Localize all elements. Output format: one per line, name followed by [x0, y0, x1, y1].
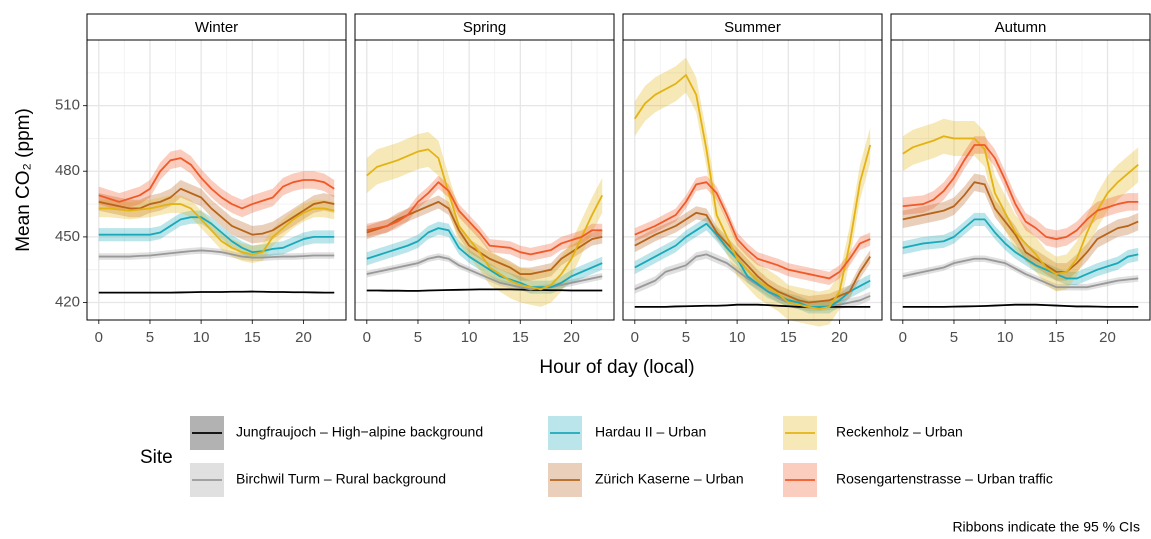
ci-ribbon: [98, 149, 335, 218]
x-tick-label: 5: [146, 329, 154, 346]
series-line: [98, 187, 335, 236]
x-tick-label: 20: [295, 329, 312, 346]
y-axis-title: Mean CO₂ (ppm): [13, 108, 34, 252]
y-tick-label: 420: [55, 293, 80, 310]
ci-ribbon: [366, 253, 603, 293]
legend-label: Rosengartenstrasse – Urban traffic: [836, 471, 1053, 487]
legend-label: Zürich Kaserne – Urban: [595, 471, 744, 487]
panel-border: [354, 39, 615, 321]
x-tick-label: 10: [729, 329, 746, 346]
x-tick-label: 0: [899, 329, 907, 346]
series-line: [366, 255, 603, 291]
x-tick-label: 5: [414, 329, 422, 346]
series-line: [902, 218, 1139, 280]
panel-border: [622, 39, 883, 321]
legend-title: Site: [140, 447, 173, 468]
strip: [890, 13, 1151, 41]
legend-label: Reckenholz – Urban: [836, 424, 963, 440]
legend-label: Birchwil Turm – Rural background: [236, 471, 446, 487]
x-tick-label: 15: [512, 329, 529, 346]
legend-label: Hardau II – Urban: [595, 424, 706, 440]
series-line: [902, 181, 1139, 273]
x-tick-label: 5: [682, 329, 690, 346]
series-line: [366, 148, 604, 291]
x-tick-label: 10: [461, 329, 478, 346]
x-axis-title: Hour of day (local): [539, 357, 694, 378]
x-tick-label: 15: [780, 329, 797, 346]
series-line: [366, 181, 603, 256]
strip: [86, 13, 347, 41]
x-tick-label: 20: [831, 329, 848, 346]
series-line: [98, 290, 335, 294]
series-line: [366, 227, 603, 289]
ci-ribbon: [902, 118, 1139, 292]
y-tick-label: 510: [55, 97, 80, 114]
x-tick-label: 0: [631, 329, 639, 346]
facet-title: Summer: [724, 19, 781, 36]
series-line: [98, 203, 335, 256]
strip: [354, 13, 615, 41]
x-tick-label: 20: [1099, 329, 1116, 346]
x-tick-label: 5: [950, 329, 958, 346]
y-tick-label: 450: [55, 228, 80, 245]
x-tick-label: 10: [193, 329, 210, 346]
x-tick-label: 15: [1048, 329, 1065, 346]
series-line: [634, 303, 871, 308]
legend-label: Jungfraujoch – High−alpine background: [236, 424, 483, 440]
series-line: [366, 288, 603, 292]
series-line: [634, 74, 872, 310]
y-tick-label: 480: [55, 162, 80, 179]
facet-title: Spring: [463, 19, 506, 36]
panel-border: [86, 39, 347, 321]
x-tick-label: 10: [997, 329, 1014, 346]
x-tick-label: 15: [244, 329, 261, 346]
panel-border: [890, 39, 1151, 321]
ci-ribbon: [366, 175, 603, 261]
facet-title: Winter: [195, 19, 238, 36]
ci-ribbon: [366, 131, 603, 307]
ci-ribbon: [902, 255, 1139, 291]
ci-ribbon: [634, 57, 871, 327]
facet-title: Autumn: [995, 19, 1047, 36]
series-line: [634, 211, 871, 304]
series-line: [902, 303, 1139, 308]
series-line: [902, 135, 1139, 275]
ci-ribbon: [98, 247, 335, 261]
series-line: [98, 249, 335, 259]
series-line: [634, 181, 871, 280]
x-tick-label: 20: [563, 329, 580, 346]
series-line: [98, 216, 335, 254]
series-line: [98, 157, 335, 210]
series-line: [902, 257, 1139, 289]
x-tick-label: 0: [95, 329, 103, 346]
ci-ribbon: [634, 206, 871, 310]
ci-ribbon: [366, 221, 603, 294]
x-tick-label: 0: [363, 329, 371, 346]
caption: Ribbons indicate the 95 % CIs: [952, 519, 1140, 535]
series-line: [902, 144, 1139, 240]
strip: [622, 13, 883, 41]
